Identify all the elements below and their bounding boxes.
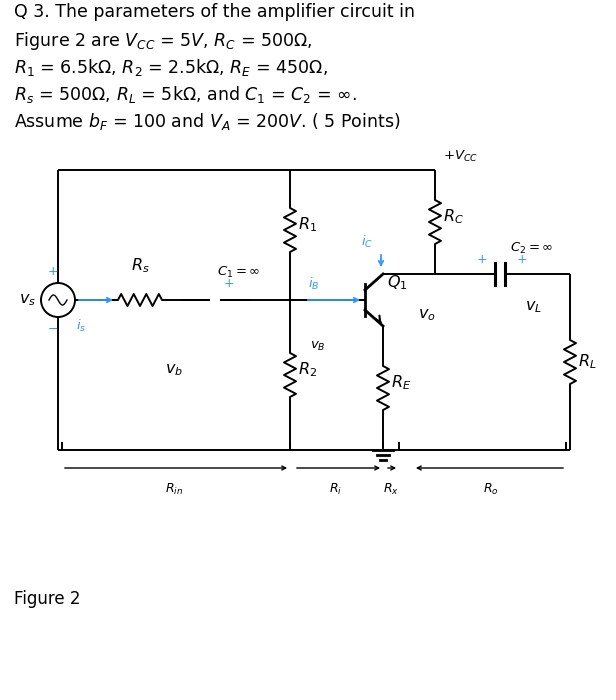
Text: $R_o$: $R_o$	[483, 482, 499, 497]
Text: $C_1 = \infty$: $C_1 = \infty$	[217, 265, 261, 280]
Text: $v_s$: $v_s$	[19, 292, 36, 308]
Text: $i_C$: $i_C$	[361, 234, 373, 250]
Text: $i_B$: $i_B$	[308, 276, 320, 292]
Text: $Q_1$: $Q_1$	[387, 273, 408, 292]
Text: $R_{in}$: $R_{in}$	[165, 482, 183, 497]
Text: $+$: $+$	[516, 253, 527, 266]
Text: $+$: $+$	[47, 265, 59, 278]
Text: $+$: $+$	[223, 277, 234, 290]
Text: Assume $b_F$ = 100 and $V_A$ = 200$V$. ( 5 Points): Assume $b_F$ = 100 and $V_A$ = 200$V$. (…	[14, 111, 400, 132]
Text: $v_o$: $v_o$	[418, 307, 436, 323]
Text: Q 3. The parameters of the amplifier circuit in: Q 3. The parameters of the amplifier cir…	[14, 3, 415, 21]
Text: $R_C$: $R_C$	[443, 208, 464, 226]
Text: $v_b$: $v_b$	[165, 362, 183, 378]
Text: $R_2$: $R_2$	[298, 360, 317, 379]
Text: $R_E$: $R_E$	[391, 374, 411, 392]
Text: $R_s$: $R_s$	[131, 256, 149, 275]
Text: $v_L$: $v_L$	[525, 299, 542, 315]
Text: Figure 2: Figure 2	[14, 590, 81, 608]
Text: $R_1$: $R_1$	[298, 216, 317, 234]
Text: Figure 2 are $V_{CC}$ = 5$V$, $R_C$ = 500Ω,: Figure 2 are $V_{CC}$ = 5$V$, $R_C$ = 50…	[14, 30, 313, 52]
Text: $R_1$ = 6.5kΩ, $R_2$ = 2.5kΩ, $R_E$ = 450Ω,: $R_1$ = 6.5kΩ, $R_2$ = 2.5kΩ, $R_E$ = 45…	[14, 57, 328, 78]
Text: $+$: $+$	[476, 253, 487, 266]
Text: $R_i$: $R_i$	[330, 482, 342, 497]
Text: $+V_{CC}$: $+V_{CC}$	[443, 149, 478, 164]
Text: $R_s$ = 500Ω, $R_L$ = 5kΩ, and $C_1$ = $C_2$ = ∞.: $R_s$ = 500Ω, $R_L$ = 5kΩ, and $C_1$ = $…	[14, 84, 357, 105]
Text: $-$: $-$	[47, 322, 59, 335]
Text: $C_2 = \infty$: $C_2 = \infty$	[510, 241, 553, 256]
Text: $i_s$: $i_s$	[76, 318, 86, 334]
Text: $R_x$: $R_x$	[383, 482, 399, 497]
Text: $v_B$: $v_B$	[310, 340, 326, 353]
Text: $R_L$: $R_L$	[578, 353, 597, 371]
